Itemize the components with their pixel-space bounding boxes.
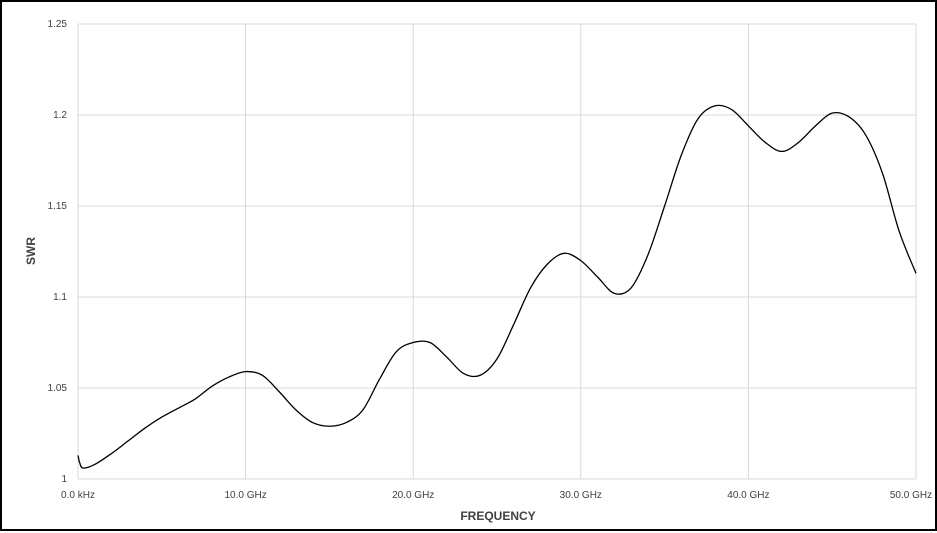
swr-series-line: [77, 104, 917, 469]
x-axis-title: FREQUENCY: [460, 509, 535, 523]
y-tick-label: 1.25: [48, 19, 68, 30]
x-tick-label: 50.0 GHz: [890, 490, 932, 501]
gridlines: [77, 23, 917, 480]
x-tick-label: 10.0 GHz: [224, 490, 266, 501]
x-tick-label: 40.0 GHz: [727, 490, 769, 501]
y-axis-tick-labels: 1 1.05 1.1 1.15 1.2 1.25: [48, 19, 68, 485]
y-tick-label: 1.1: [53, 292, 67, 303]
x-tick-label: 20.0 GHz: [392, 490, 434, 501]
x-tick-label: 0.0 kHz: [61, 490, 95, 501]
y-tick-label: 1.2: [53, 110, 67, 121]
y-tick-label: 1.05: [48, 383, 68, 394]
y-tick-label: 1: [61, 474, 67, 485]
y-axis-title: SWR: [24, 237, 38, 265]
x-tick-label: 30.0 GHz: [560, 490, 602, 501]
series-layer: [77, 104, 917, 469]
x-axis-tick-labels: 0.0 kHz 10.0 GHz 20.0 GHz 30.0 GHz 40.0 GHz 5…: [61, 490, 932, 501]
y-tick-label: 1.15: [48, 201, 68, 212]
